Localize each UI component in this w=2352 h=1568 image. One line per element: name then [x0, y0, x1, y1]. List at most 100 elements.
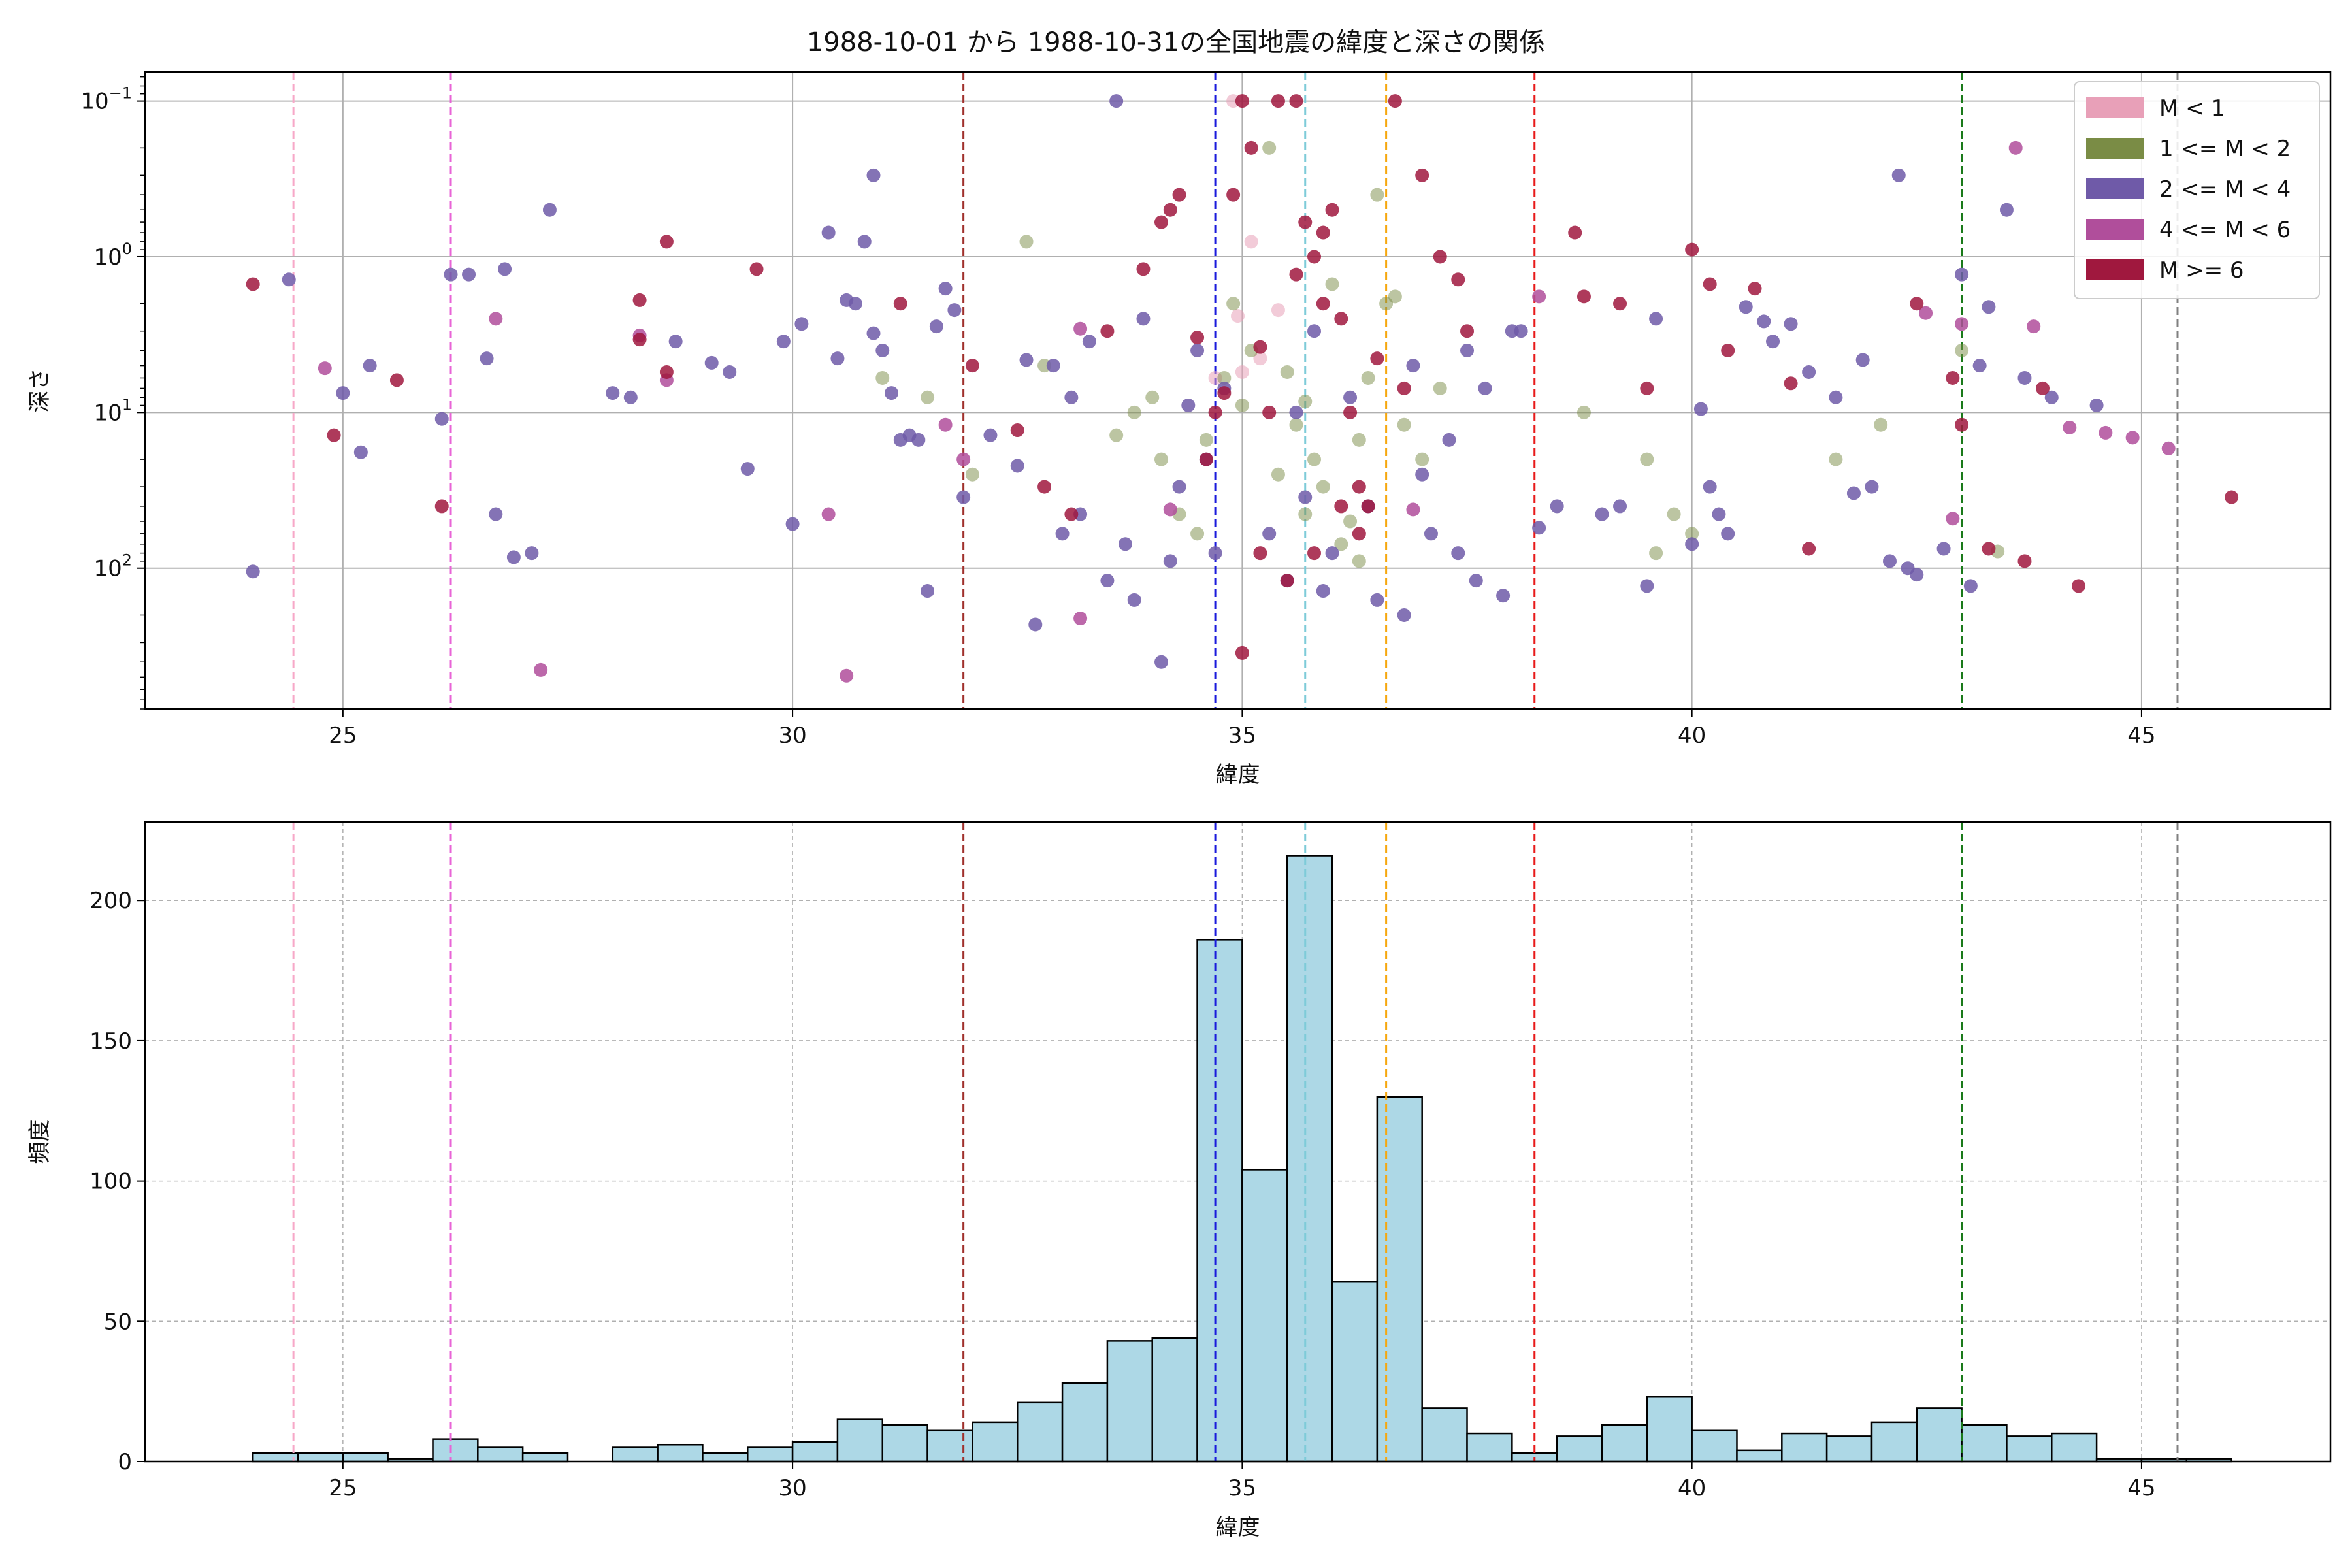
scatter-point: [282, 272, 296, 287]
scatter-point: [1145, 390, 1160, 404]
histogram-bar: [477, 1446, 524, 1463]
scatter-point: [1361, 370, 1375, 385]
scatter-y-tick-base: 10: [80, 89, 108, 115]
scatter-point: [1361, 499, 1375, 514]
histogram-bar: [1196, 939, 1243, 1463]
scatter-point: [1451, 272, 1465, 287]
histogram-x-tick-label: 45: [2127, 1475, 2155, 1501]
scatter-point: [1226, 297, 1241, 311]
histogram-bar: [881, 1424, 928, 1463]
scatter-point: [1253, 546, 1267, 561]
histogram-bar: [1241, 1169, 1288, 1463]
scatter-point: [1100, 574, 1115, 588]
scatter-y-tick-label: 100: [93, 240, 132, 270]
scatter-point: [1019, 353, 1034, 367]
scatter-point: [921, 390, 935, 404]
scatter-point: [246, 277, 260, 291]
scatter-point: [1757, 314, 1771, 329]
scatter-point: [1199, 433, 1213, 447]
scatter-point: [1325, 203, 1339, 217]
scatter-point: [983, 428, 998, 442]
scatter-point: [1946, 512, 1960, 526]
scatter-point: [2036, 381, 2050, 395]
histogram-bar: [2006, 1435, 2053, 1463]
scatter-point: [938, 282, 953, 296]
scatter-point: [1190, 527, 1205, 541]
scatter-point: [965, 359, 979, 373]
scatter-point: [857, 235, 872, 249]
scatter-point: [659, 365, 674, 379]
scatter-point: [1910, 568, 1924, 582]
scatter-point: [1802, 542, 1816, 556]
scatter-point: [1613, 499, 1627, 514]
legend: M < 1 1 <= M < 2 2 <= M < 4 4 <= M < 6 M >= …: [2074, 81, 2320, 299]
scatter-point: [434, 412, 449, 426]
histogram-y-tick-label: 150: [90, 1028, 132, 1054]
histogram-bar: [1961, 1424, 2008, 1463]
scatter-point: [1532, 521, 1546, 535]
scatter-point: [1955, 267, 1969, 282]
scatter-point: [1388, 94, 1402, 108]
scatter-point: [1640, 579, 1654, 593]
scatter-point: [1514, 324, 1528, 338]
scatter-y-tick-exponent: 2: [122, 551, 132, 570]
histogram-panel: 25 30 35 40 45 0 50 100 150 200 緯度 頻度: [27, 821, 2332, 1541]
scatter-point: [1271, 467, 1285, 482]
scatter-point: [866, 168, 881, 182]
scatter-y-axis-label: 深さ: [27, 368, 53, 413]
histogram-bar: [342, 1452, 389, 1463]
legend-swatch: [2086, 259, 2144, 280]
scatter-point: [1208, 546, 1222, 561]
scatter-point: [1316, 225, 1330, 240]
scatter-point: [875, 370, 890, 385]
histogram-bar: [1601, 1424, 1648, 1463]
scatter-point: [623, 390, 638, 404]
scatter-point: [2225, 490, 2239, 504]
scatter-point: [1415, 452, 1429, 466]
scatter-point: [1406, 502, 1420, 517]
scatter-point: [1640, 452, 1654, 466]
histogram-bar: [1421, 1407, 1468, 1463]
scatter-y-tick-exponent: −1: [109, 84, 132, 103]
scatter-point: [1855, 353, 1870, 367]
scatter-point: [866, 326, 881, 340]
scatter-point: [1262, 405, 1277, 419]
histogram-bar: [521, 1452, 569, 1463]
scatter-point: [2008, 140, 2023, 155]
histogram-bar: [1556, 1435, 1603, 1463]
scatter-point: [1712, 507, 1726, 521]
scatter-point: [1721, 343, 1735, 357]
histogram-bar: [1870, 1421, 1918, 1463]
scatter-point: [1532, 289, 1546, 304]
scatter-point: [1316, 297, 1330, 311]
scatter-point: [1172, 480, 1186, 494]
scatter-point: [1955, 317, 1969, 331]
scatter-point: [1154, 655, 1168, 669]
histogram-bars: [252, 855, 2232, 1463]
scatter-point: [1442, 433, 1456, 447]
scatter-point: [1946, 370, 1960, 385]
scatter-point: [1460, 324, 1475, 338]
scatter-point: [1307, 324, 1322, 338]
scatter-point: [1703, 277, 1717, 291]
scatter-point: [444, 267, 458, 282]
scatter-point: [1046, 359, 1060, 373]
scatter-point: [947, 303, 962, 318]
histogram-bar: [1916, 1407, 1963, 1463]
scatter-point: [1028, 617, 1043, 632]
histogram-x-tick-label: 25: [329, 1475, 357, 1501]
histogram-y-axis: 0 50 100 150 200: [90, 888, 145, 1475]
scatter-point: [1478, 381, 1492, 395]
scatter-point: [911, 433, 926, 447]
scatter-point: [1163, 554, 1177, 568]
scatter-point: [785, 517, 800, 531]
histogram-bar: [1736, 1449, 1783, 1463]
chart-title: 1988-10-01 から 1988-10-31の全国地震の緯度と深さの関係: [807, 27, 1545, 57]
scatter-point: [246, 564, 260, 579]
scatter-point: [1397, 381, 1411, 395]
scatter-point: [1298, 395, 1313, 409]
histogram-x-tick-label: 35: [1228, 1475, 1256, 1501]
scatter-point: [1370, 351, 1384, 366]
scatter-point: [1829, 452, 1843, 466]
